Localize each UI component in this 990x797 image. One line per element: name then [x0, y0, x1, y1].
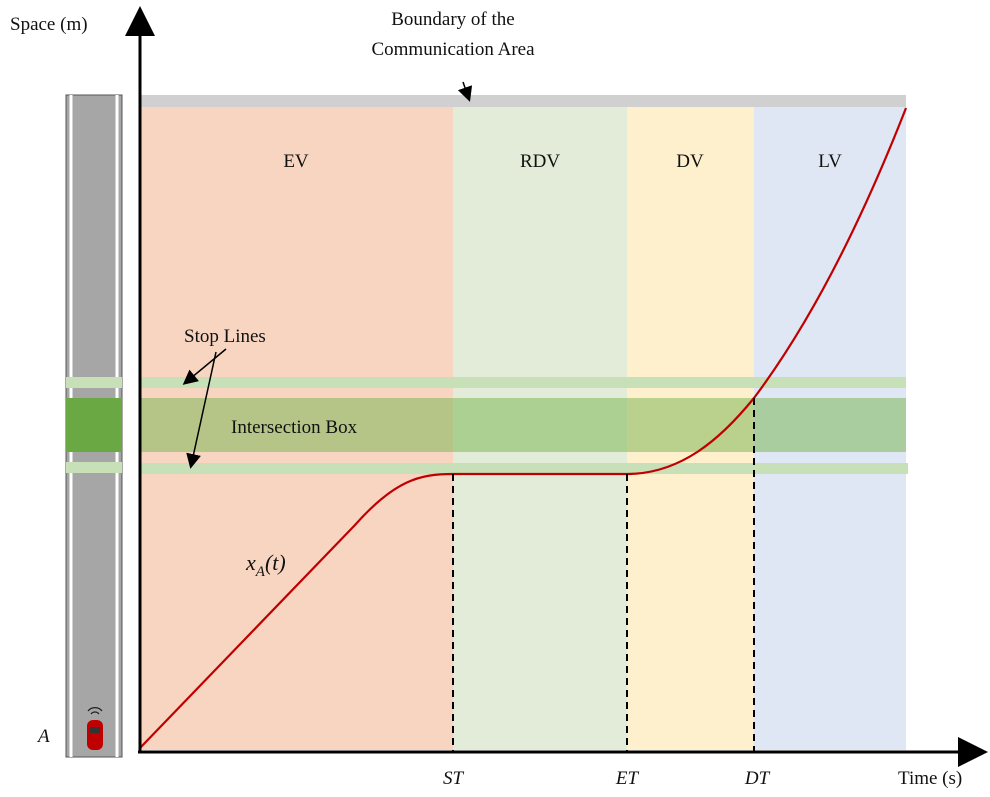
zone-label: RDV — [520, 151, 560, 172]
y-axis-label: Space (m) — [10, 14, 88, 35]
intersection-box-label: Intersection Box — [231, 417, 358, 438]
road-stop-line — [66, 462, 122, 473]
stop-line — [140, 463, 908, 474]
vehicle-label: A — [36, 726, 50, 747]
car — [87, 720, 103, 750]
zone-label: DV — [676, 151, 704, 172]
stop-line — [140, 377, 906, 388]
time-mark-label: ST — [443, 768, 465, 789]
road-stop-line — [66, 377, 122, 388]
road-intersection — [66, 398, 122, 452]
trajectory-symbol: x — [245, 550, 256, 575]
trajectory-argument: (t) — [265, 550, 286, 575]
boundary-label: Boundary of the — [391, 9, 514, 30]
time-mark-label: DT — [744, 768, 771, 789]
x-axis-label: Time (s) — [898, 768, 962, 789]
zone-label: EV — [283, 151, 309, 172]
car-window — [90, 727, 100, 733]
boundary-bar — [140, 95, 906, 107]
time-mark-label: ET — [615, 768, 640, 789]
boundary-label: Communication Area — [371, 39, 535, 60]
zone-label: LV — [818, 151, 842, 172]
stop-lines-label: Stop Lines — [184, 326, 266, 347]
page: Space (m) Time (s) Boundary of the Commu… — [0, 0, 990, 797]
diagram: Space (m) Time (s) Boundary of the Commu… — [0, 0, 990, 797]
